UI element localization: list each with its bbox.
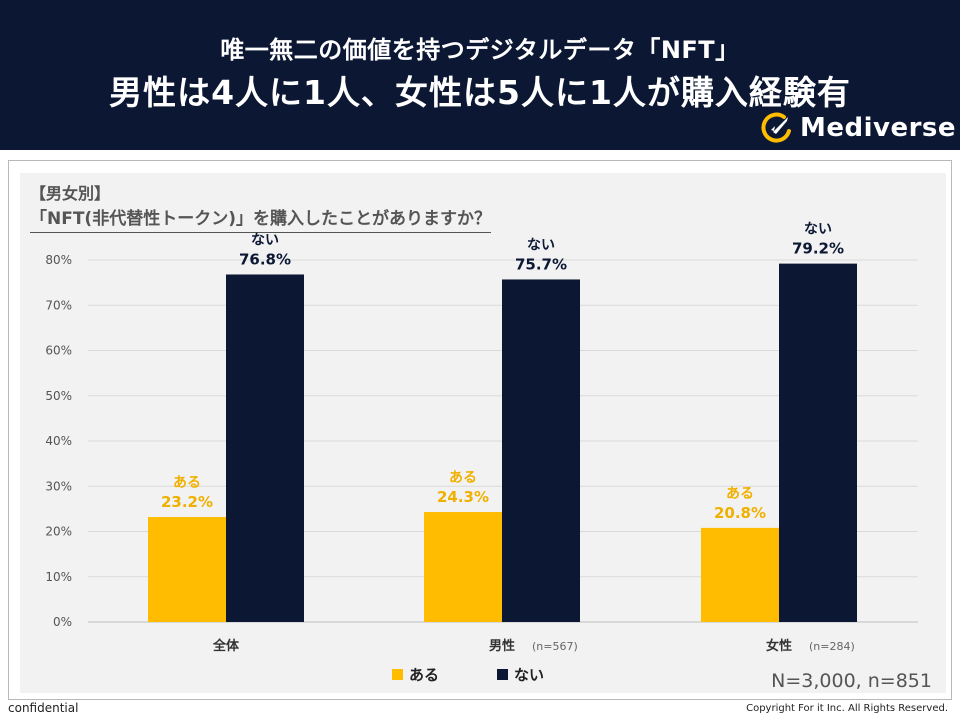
x-tick-note: (n=567) [532,640,578,653]
x-tick-label: 全体 [212,638,240,654]
x-tick-label: 男性 [489,638,515,654]
y-tick-label: 0% [53,615,72,629]
chart-tag: 【男女別】 [30,184,111,203]
data-label-series-name: ない [527,237,555,253]
bar-aru-1 [424,512,502,622]
y-tick-label: 60% [45,344,72,358]
data-label-series-name: ない [251,232,279,248]
bar-aru-0 [148,517,226,622]
copyright: Copyright For it Inc. All Rights Reserve… [746,703,948,714]
legend-swatch-nai [497,669,509,680]
x-tick-note: (n=284) [809,640,855,653]
legend-swatch-aru [392,669,403,680]
x-tick-label: 女性 [766,638,792,654]
brand: Mediverse [760,110,956,146]
data-label-value: 23.2% [161,493,213,511]
y-tick-label: 30% [45,479,72,493]
data-label-value: 76.8% [239,250,291,268]
header-title: 男性は4人に1人、女性は5人に1人が購入経験有 [109,73,851,112]
data-label-series-name: ない [804,222,832,238]
bar-nai-2 [779,263,857,622]
confidential-label: confidential [8,701,79,715]
y-tick-label: 70% [45,298,72,312]
y-tick-label: 50% [45,389,72,403]
y-tick-label: 10% [45,570,72,584]
bar-nai-0 [226,274,304,622]
y-tick-label: 20% [45,525,72,539]
legend-item-aru: ある [392,664,439,685]
bar-nai-1 [502,279,580,622]
legend-label-aru: ある [409,666,440,684]
data-label-value: 24.3% [437,488,489,506]
y-tick-label: 80% [45,253,72,267]
y-tick-label: 40% [45,434,72,448]
chart-title: 「NFT(非代替性トークン)」を購入したことがありますか？ [30,204,491,233]
header-banner: 唯一無二の価値を持つデジタルデータ「NFT」 男性は4人に1人、女性は5人に1人… [0,0,960,150]
legend-label-nai: ない [514,666,545,684]
legend: ある ない [392,664,602,685]
sample-size: N=3,000, n=851 [771,670,932,692]
header-subtitle: 唯一無二の価値を持つデジタルデータ「NFT」 [220,36,740,64]
data-label-series-name: ある [726,486,754,502]
bar-aru-2 [701,527,779,622]
data-label-series-name: ある [449,470,477,486]
legend-item-nai: ない [497,664,544,685]
data-label-value: 75.7% [515,255,567,273]
mediverse-logo-icon [761,112,791,143]
data-label-value: 79.2% [792,240,844,258]
data-label-series-name: ある [173,475,201,491]
brand-name: Mediverse [800,113,957,143]
data-label-value: 20.8% [714,504,766,522]
